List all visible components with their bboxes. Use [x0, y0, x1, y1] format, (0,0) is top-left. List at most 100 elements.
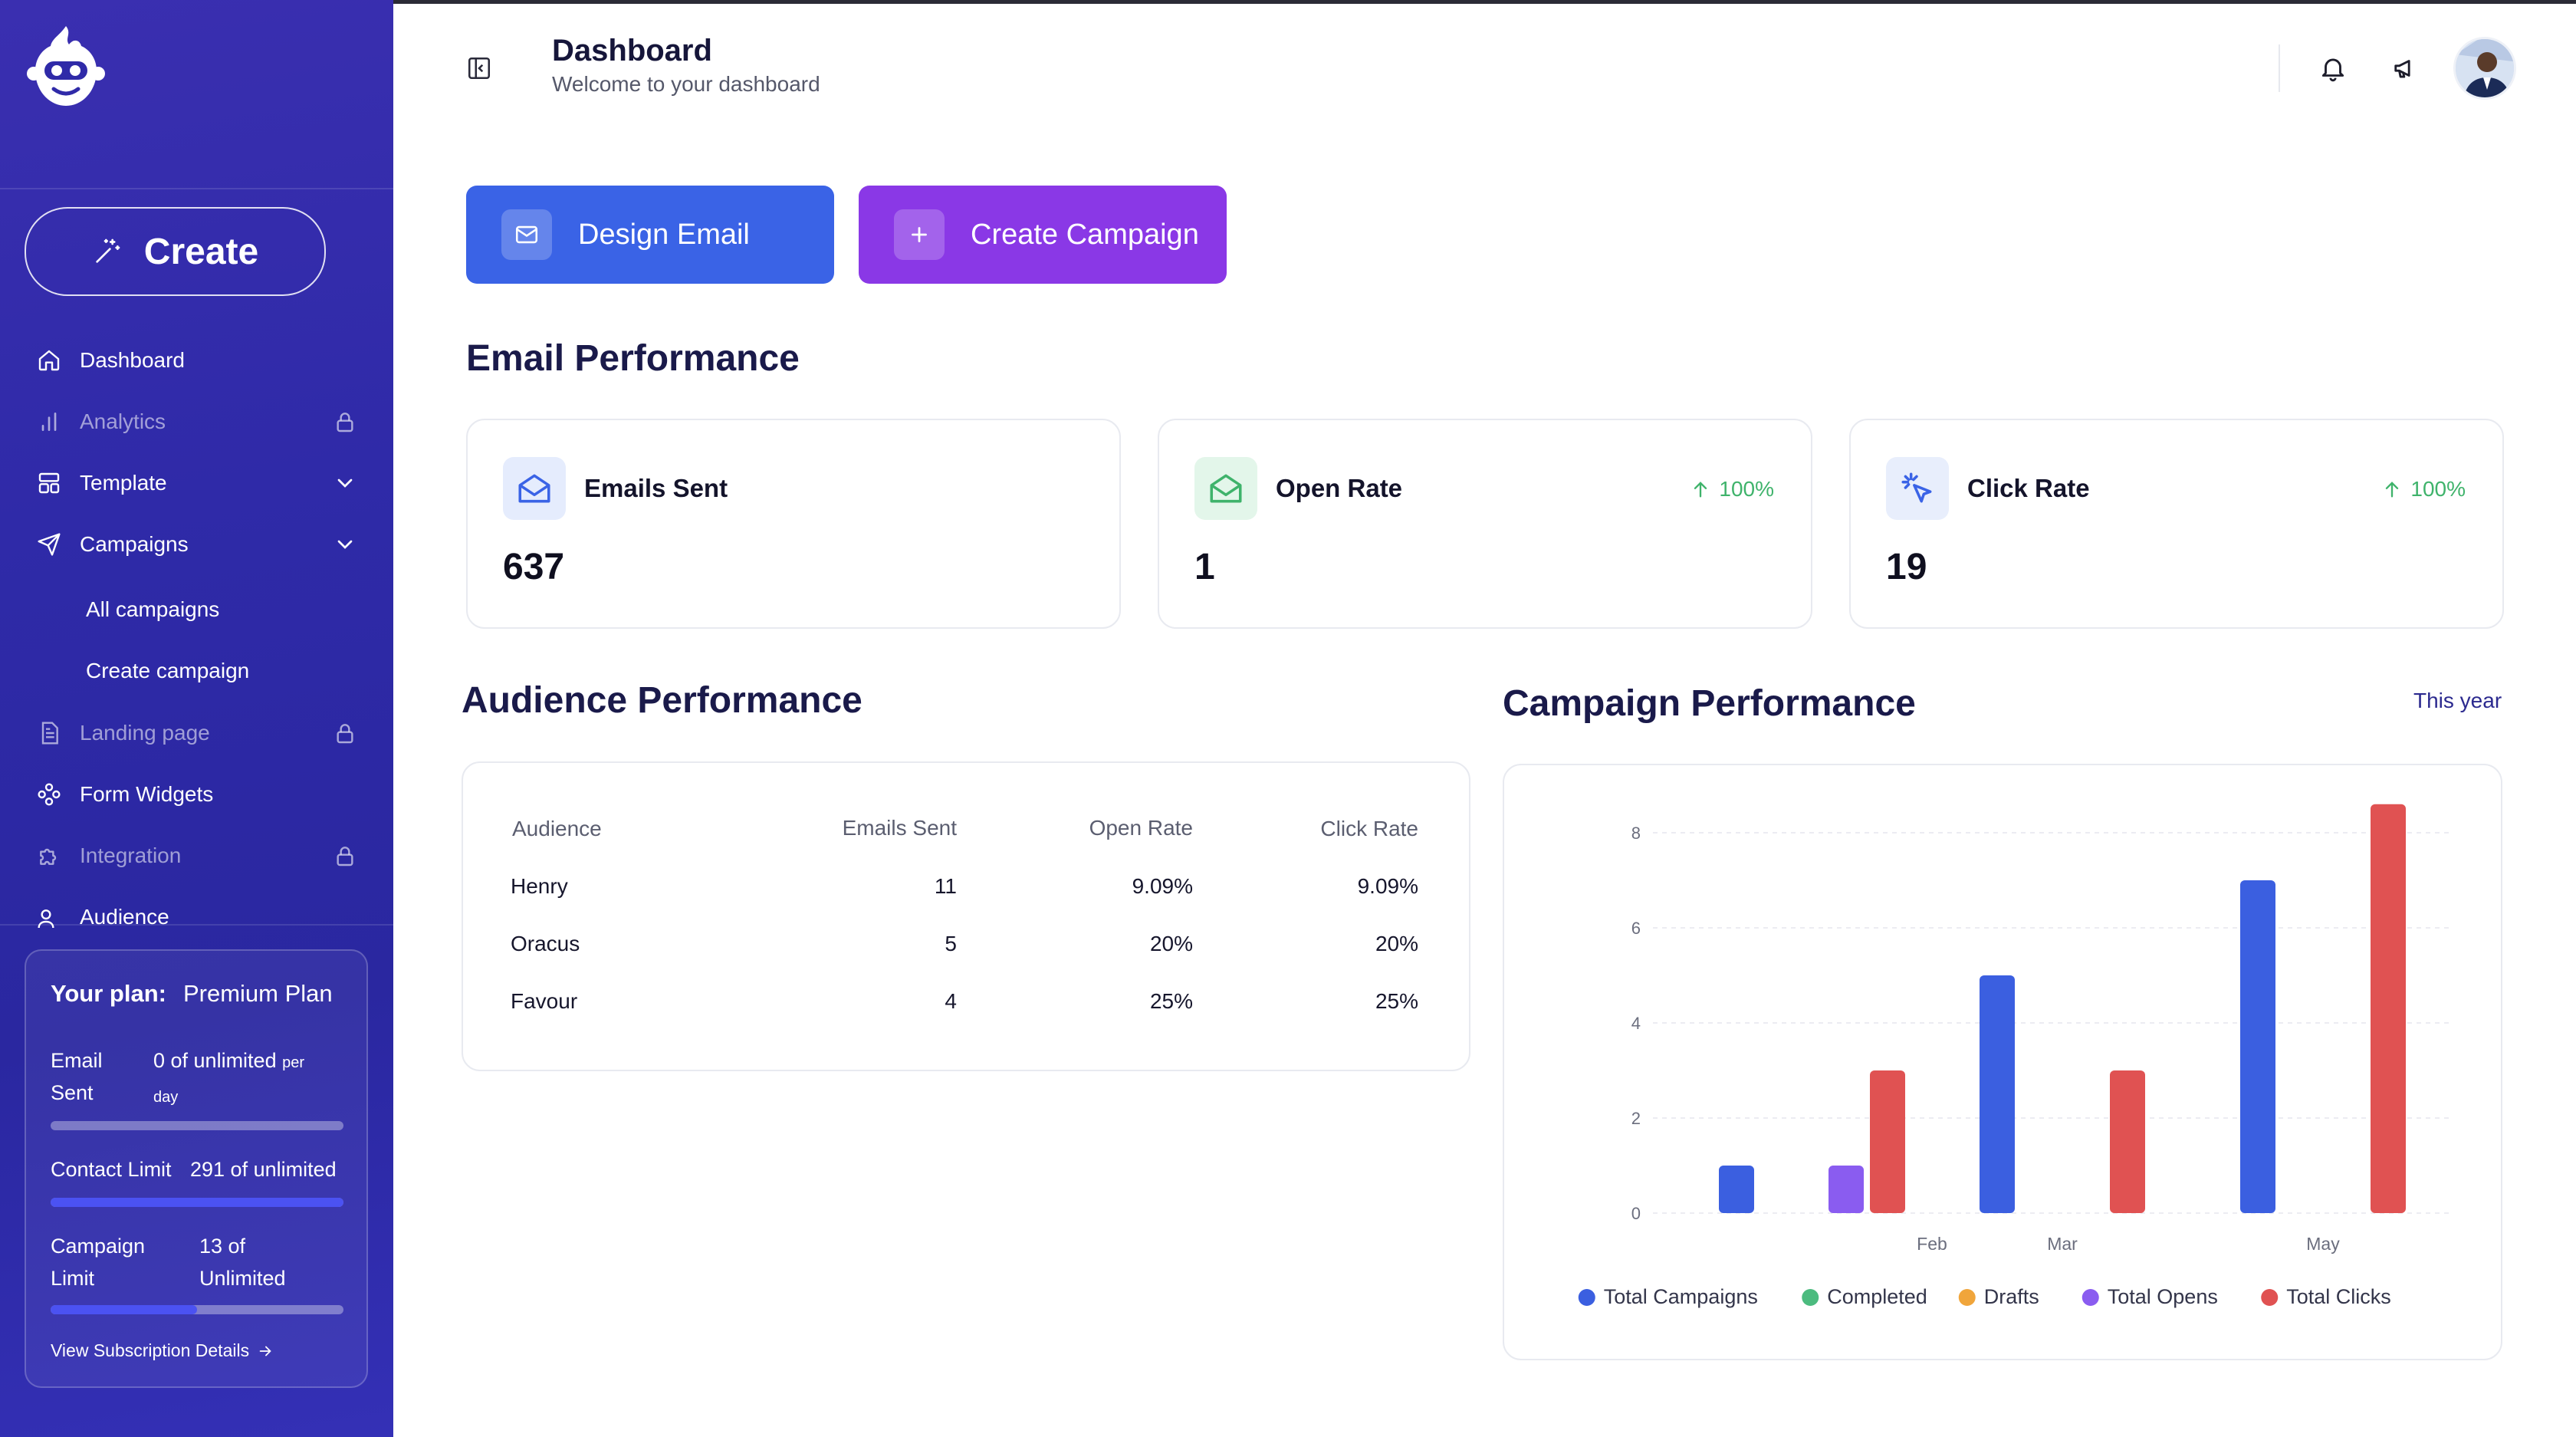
magic-wand-icon: [96, 238, 120, 263]
sidebar-item-form-widgets[interactable]: Form Widgets: [35, 771, 357, 817]
sidebar-item-landing-page[interactable]: Landing page: [35, 710, 357, 756]
lock-icon: [333, 409, 357, 434]
sidebar-subitem-create-campaign[interactable]: Create campaign: [86, 659, 250, 682]
sidebar-divider: [0, 188, 393, 189]
lock-icon: [333, 721, 357, 745]
bar-total-clicks: [2371, 804, 2406, 1213]
campaign-bar-chart: 0 2 4 6 8 Feb Mar May Total Campaigns Completed Dr…: [1578, 804, 2453, 1308]
window-top-border: [0, 0, 2576, 4]
stat-trend: 100%: [1690, 477, 1774, 501]
view-subscription-label: View Subscription Details: [51, 1340, 250, 1360]
plan-name: Premium Plan: [182, 980, 333, 1007]
table-cell: 11: [934, 874, 957, 898]
template-icon: [35, 469, 63, 497]
stat-card-open-rate: Open Rate 100% 1: [1158, 419, 1812, 629]
stat-trend-value: 100%: [2410, 477, 2466, 501]
campaign-performance-title: Campaign Performance: [1503, 683, 1916, 724]
plan-contact-progress-fill: [51, 1198, 343, 1207]
cursor-click-icon: [1886, 457, 1949, 520]
create-button[interactable]: Create: [25, 207, 326, 296]
plan-email-progress: [51, 1121, 343, 1130]
legend-label: Total Opens: [2108, 1285, 2218, 1308]
sidebar-item-audience[interactable]: Audience: [35, 894, 357, 928]
chevron-down-icon[interactable]: [333, 532, 357, 557]
legend-label: Completed: [1827, 1285, 1927, 1308]
y-tick-label: 6: [1631, 919, 1641, 938]
table-header-open-rate: Open Rate: [1089, 816, 1193, 840]
audience-table: Audience Click Rate: [462, 761, 1470, 1071]
create-campaign-button[interactable]: Create Campaign: [859, 186, 1227, 284]
table-cell: Henry: [511, 874, 568, 898]
table-cell: 20%: [1375, 932, 1418, 955]
legend-label: Total Campaigns: [1604, 1285, 1758, 1308]
megaphone-icon[interactable]: [2392, 54, 2421, 83]
period-selector[interactable]: This year: [2413, 689, 2502, 712]
view-subscription-link[interactable]: View Subscription Details: [51, 1340, 274, 1361]
sidebar-item-dashboard[interactable]: Dashboard: [35, 337, 357, 383]
file-icon: [35, 719, 63, 747]
sidebar-item-integration[interactable]: Integration: [35, 833, 357, 879]
table-cell: 4: [945, 989, 957, 1013]
design-email-label: Design Email: [578, 218, 750, 251]
sidebar-item-template[interactable]: Template: [35, 460, 357, 506]
audience-performance-title: Audience Performance: [462, 680, 863, 721]
sidebar-subitem-all-campaigns[interactable]: All campaigns: [86, 597, 220, 621]
plan-contact-progress: [51, 1198, 343, 1207]
stat-label: Open Rate: [1276, 474, 1403, 502]
legend-label: Drafts: [1984, 1285, 2039, 1308]
plan-campaign-progress-fill: [51, 1305, 197, 1314]
stat-label: Emails Sent: [584, 474, 728, 502]
sidebar-item-label: Analytics: [80, 409, 166, 433]
table-header-click-rate: Click Rate: [1320, 817, 1418, 840]
sidebar-item-label: Campaigns: [80, 532, 189, 556]
plan-campaign-label-1: Campaign: [51, 1235, 146, 1258]
arrow-right-icon: [259, 1346, 271, 1356]
plus-icon: [894, 209, 945, 260]
legend-swatch: [1958, 1289, 1976, 1306]
design-email-button[interactable]: Design Email: [466, 186, 834, 284]
sidebar-item-label: Form Widgets: [80, 782, 214, 806]
envelope-open-icon: [1194, 457, 1257, 520]
sidebar-item-label: Audience: [80, 905, 169, 928]
mail-icon: [501, 209, 552, 260]
table-cell: 20%: [1149, 932, 1193, 955]
sidebar-item-analytics[interactable]: Analytics: [35, 399, 357, 445]
plan-campaign-progress: [51, 1305, 343, 1314]
plan-email-sent: Email Sent 0 of unlimited per day: [51, 1044, 350, 1113]
chevron-down-icon[interactable]: [333, 471, 357, 495]
table-cell: 9.09%: [1132, 874, 1193, 898]
sidebar-divider: [0, 924, 393, 926]
sidebar-item-label: Template: [80, 471, 167, 495]
plan-email-label-2: Sent: [51, 1081, 94, 1104]
table-header-audience: Audience: [512, 817, 602, 840]
widgets-icon: [35, 781, 63, 808]
y-tick-label: 0: [1631, 1204, 1641, 1223]
send-icon: [35, 531, 63, 558]
plan-email-unit-2: day: [153, 1089, 179, 1106]
legend-swatch: [2082, 1289, 2099, 1306]
page-title: Dashboard: [552, 34, 712, 67]
sidebar-toggle-icon[interactable]: [466, 55, 492, 81]
table-cell: 25%: [1375, 989, 1418, 1013]
bar-total-campaigns: [1719, 1166, 1754, 1213]
user-avatar[interactable]: [2453, 37, 2516, 100]
sidebar-item-label: Integration: [80, 843, 182, 867]
page-subtitle: Welcome to your dashboard: [552, 72, 820, 96]
stat-trend: 100%: [2381, 477, 2466, 501]
legend-swatch: [1802, 1289, 1819, 1306]
sidebar: Create Dashboard Analytics Template: [0, 0, 393, 1437]
plan-email-unit-1: per: [282, 1054, 305, 1071]
table-cell: 9.09%: [1357, 874, 1418, 898]
header-divider: [2279, 44, 2280, 92]
create-button-label: Create: [143, 231, 259, 272]
y-tick-label: 2: [1631, 1109, 1641, 1128]
brand-logo[interactable]: [26, 23, 106, 113]
stat-value: 19: [1886, 547, 1927, 587]
table-header-emails-sent: Emails Sent: [842, 816, 957, 840]
bell-icon[interactable]: [2318, 54, 2348, 83]
stat-card-emails-sent: Emails Sent 637: [466, 419, 1121, 629]
legend-label: Total Clicks: [2286, 1285, 2391, 1308]
sidebar-item-campaigns[interactable]: Campaigns: [35, 521, 357, 567]
legend-swatch: [2261, 1289, 2279, 1306]
envelope-open-icon: [503, 457, 566, 520]
